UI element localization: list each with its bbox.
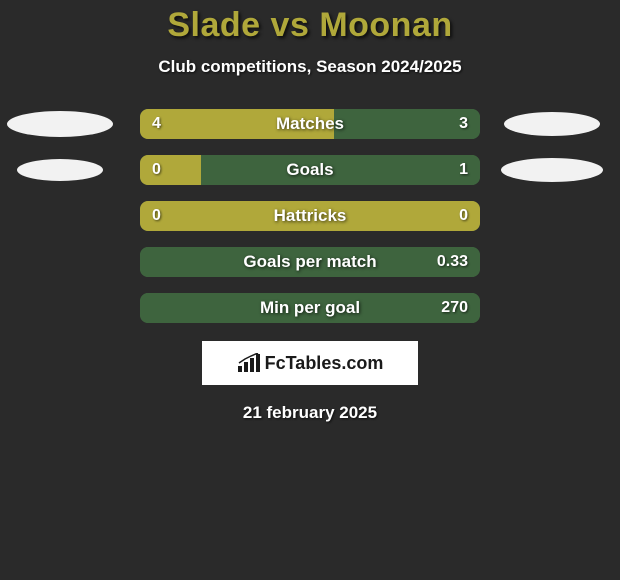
brand-chart-icon bbox=[237, 353, 261, 373]
page-title: Slade vs Moonan bbox=[0, 0, 620, 45]
stat-row: 270 Min per goal bbox=[0, 293, 620, 323]
subtitle: Club competitions, Season 2024/2025 bbox=[0, 57, 620, 77]
stat-value-right: 0 bbox=[459, 207, 468, 225]
player-marker-right bbox=[501, 158, 603, 182]
stat-value-right: 0.33 bbox=[437, 253, 468, 271]
stat-row: 0.33 Goals per match bbox=[0, 247, 620, 277]
player-marker-left bbox=[7, 111, 113, 137]
title-right: Moonan bbox=[319, 6, 452, 44]
stat-row: 0 1 Goals bbox=[0, 155, 620, 185]
stat-value-right: 270 bbox=[441, 299, 468, 317]
stat-label: Matches bbox=[276, 114, 344, 134]
stats-chart: 4 3 Matches 0 1 Goals 0 0 Hattricks 0.33 Goals per… bbox=[0, 109, 620, 323]
stat-row: 0 0 Hattricks bbox=[0, 201, 620, 231]
stat-bar-right-fill bbox=[201, 155, 480, 185]
title-left: Slade bbox=[167, 6, 260, 44]
brand-text: FcTables.com bbox=[265, 353, 384, 374]
stat-value-left: 4 bbox=[152, 115, 161, 133]
stat-label: Hattricks bbox=[274, 206, 347, 226]
title-vs: vs bbox=[271, 6, 310, 44]
brand-box[interactable]: FcTables.com bbox=[202, 341, 418, 385]
stat-label: Min per goal bbox=[260, 298, 360, 318]
footer-date: 21 february 2025 bbox=[0, 403, 620, 423]
player-marker-right bbox=[504, 112, 600, 136]
stat-row: 4 3 Matches bbox=[0, 109, 620, 139]
stat-value-left: 0 bbox=[152, 207, 161, 225]
player-marker-left bbox=[17, 159, 103, 181]
stat-value-left: 0 bbox=[152, 161, 161, 179]
stat-value-right: 3 bbox=[459, 115, 468, 133]
stat-value-right: 1 bbox=[459, 161, 468, 179]
stat-label: Goals bbox=[286, 160, 333, 180]
stat-label: Goals per match bbox=[243, 252, 376, 272]
stat-bar-left-fill bbox=[140, 155, 201, 185]
